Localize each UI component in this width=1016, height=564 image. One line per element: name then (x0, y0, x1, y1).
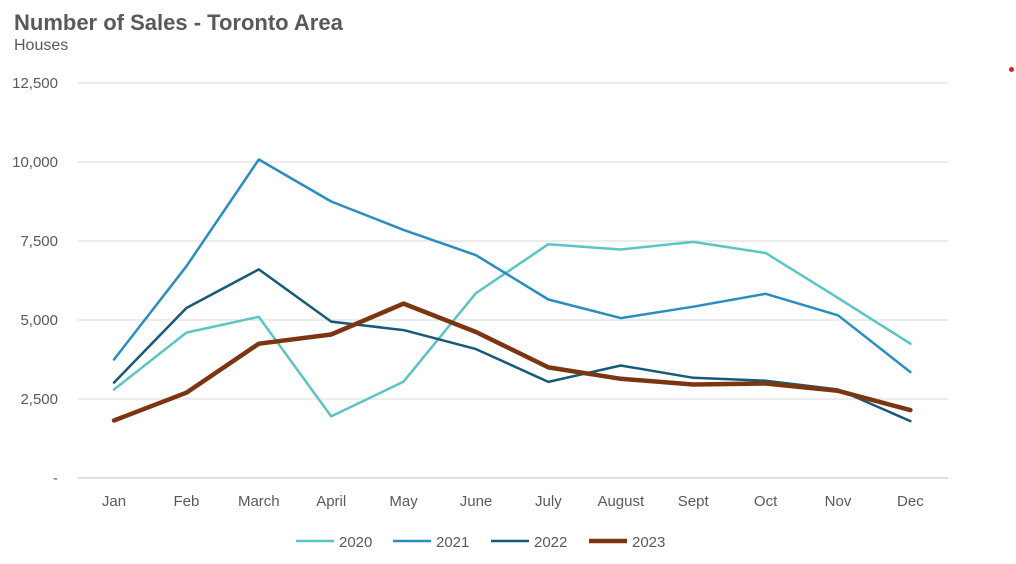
x-tick-label: April (316, 493, 346, 510)
series-lines (111, 158, 913, 423)
y-tick-label: 7,500 (20, 233, 58, 250)
x-tick-label: May (389, 493, 418, 510)
legend-label-2022: 2022 (534, 534, 567, 551)
series-line-2020 (112, 240, 912, 418)
y-tick-label: 12,500 (12, 75, 58, 92)
x-axis-ticks: Jan Feb March April May June July August Sept Oct… (102, 493, 924, 510)
gridlines (78, 82, 948, 479)
x-tick-label: Sept (678, 493, 710, 510)
chart-title: Number of Sales - Toronto Area (14, 10, 343, 35)
x-tick-label: July (535, 493, 562, 510)
series-line-2023 (111, 301, 913, 423)
legend-label-2023: 2023 (632, 534, 665, 551)
x-tick-label: August (597, 493, 645, 510)
y-tick-label: - (53, 470, 58, 487)
y-tick-label: 2,500 (20, 391, 58, 408)
x-tick-label: Nov (825, 493, 852, 510)
legend-label-2021: 2021 (436, 534, 469, 551)
legend-label-2020: 2020 (339, 534, 372, 551)
x-tick-label: June (460, 493, 493, 510)
x-tick-label: Feb (173, 493, 199, 510)
y-tick-label: 10,000 (12, 154, 58, 171)
x-tick-label: Oct (754, 493, 778, 510)
chart-subtitle: Houses (14, 37, 69, 54)
series-line-2022 (112, 268, 912, 423)
x-tick-label: Dec (897, 493, 924, 510)
red-dot-marker (1009, 67, 1014, 72)
x-tick-label: March (238, 493, 280, 510)
y-axis-ticks: - 2,500 5,000 7,500 10,000 12,500 (12, 75, 58, 487)
y-tick-label: 5,000 (20, 312, 58, 329)
series-line-2021 (112, 158, 912, 374)
x-tick-label: Jan (102, 493, 126, 510)
legend: 2020 2021 2022 2023 (296, 534, 665, 551)
